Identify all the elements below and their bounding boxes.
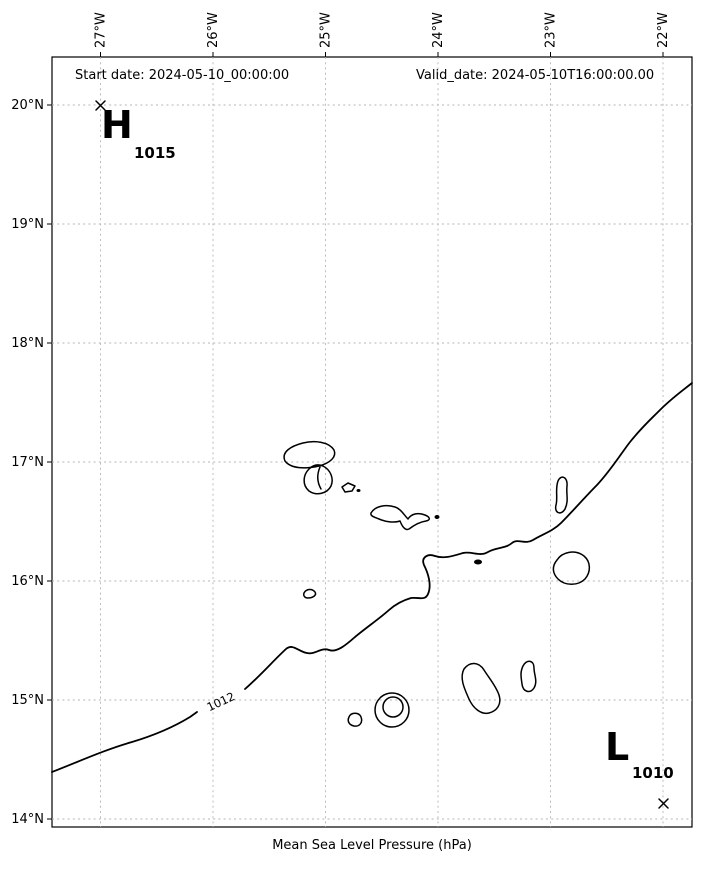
high-center-cross-icon: [95, 100, 106, 111]
coastline-island: [461, 662, 501, 715]
high-value: 1015: [134, 144, 176, 162]
x-tick-label: 24°W: [431, 12, 446, 48]
x-tick-label: 23°W: [544, 12, 559, 48]
low-pressure-center: L 1010: [605, 725, 674, 809]
low-symbol: L: [605, 725, 629, 769]
coastline-island: [370, 504, 430, 531]
coastline-island: [554, 476, 568, 514]
y-tick-label: 14°N: [11, 812, 44, 827]
coastline-island: [317, 466, 322, 490]
x-axis-labels: 27°W 26°W 25°W 24°W 23°W 22°W: [94, 12, 671, 48]
high-symbol: H: [101, 103, 133, 147]
y-tick-label: 19°N: [11, 217, 44, 232]
x-tick-label: 26°W: [206, 12, 221, 48]
y-tick-label: 20°N: [11, 98, 44, 113]
coastline-islet: [474, 559, 482, 565]
isobar-1012-segment: [51, 711, 198, 773]
y-tick-label: 15°N: [11, 693, 44, 708]
x-tick-label: 25°W: [319, 12, 334, 48]
isobar-1012-segment: [244, 382, 693, 690]
high-pressure-center: H 1015: [95, 100, 176, 162]
coastline-islet: [356, 489, 361, 492]
y-tick-label: 17°N: [11, 455, 44, 470]
x-tick-label: 27°W: [94, 12, 109, 48]
plot-frame: [51, 56, 693, 828]
valid-date-text: Valid_date: 2024-05-10T16:00:00.00: [416, 68, 654, 83]
gridlines: [52, 57, 692, 827]
y-tick-label: 18°N: [11, 336, 44, 351]
x-tick-label: 22°W: [656, 12, 671, 48]
coastlines: [283, 440, 591, 728]
coastline-inner-ring: [382, 696, 404, 718]
low-value: 1010: [632, 764, 674, 782]
coastline-island: [552, 551, 591, 585]
coastline-island: [303, 464, 333, 495]
axis-title: Mean Sea Level Pressure (hPa): [272, 838, 472, 853]
tick-marks: [47, 52, 664, 820]
y-axis-labels: 20°N 19°N 18°N 17°N 16°N 15°N 14°N: [11, 98, 44, 827]
coastline-island: [303, 588, 317, 599]
low-center-cross-icon: [658, 798, 669, 809]
start-date-text: Start date: 2024-05-10_00:00:00: [75, 68, 289, 83]
coastline-island: [341, 482, 356, 493]
coastline-island: [520, 660, 537, 693]
coastline-island: [374, 692, 410, 728]
coastline-island: [347, 712, 363, 727]
y-tick-label: 16°N: [11, 574, 44, 589]
coastline-island: [283, 440, 336, 469]
coastline-islet: [434, 515, 440, 519]
